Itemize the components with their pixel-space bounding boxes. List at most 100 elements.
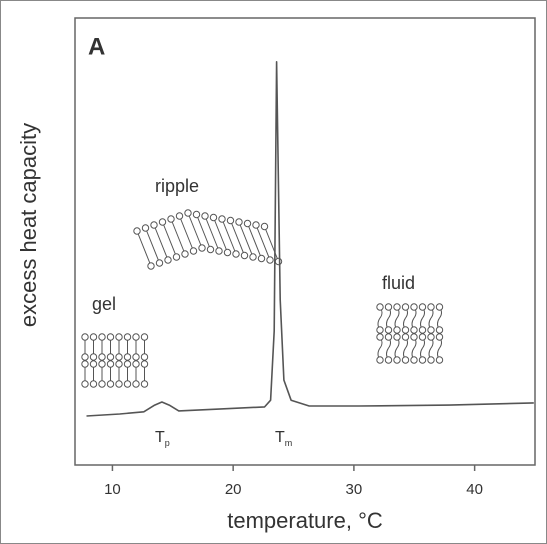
lipid-tail bbox=[403, 306, 408, 331]
lipid-head bbox=[384, 356, 393, 364]
lipid-head bbox=[147, 262, 155, 270]
lipid-tail bbox=[247, 223, 262, 259]
annotation: gel bbox=[92, 294, 116, 314]
lipid-head bbox=[435, 326, 444, 334]
lipid-head bbox=[98, 360, 106, 368]
lipid-tail bbox=[255, 224, 271, 261]
lipid-head bbox=[410, 303, 418, 311]
lipid-head bbox=[393, 326, 401, 334]
lipid-head bbox=[240, 251, 249, 260]
lipid-head bbox=[115, 333, 123, 341]
lipid-head bbox=[164, 256, 172, 264]
lipid-head bbox=[81, 380, 89, 388]
lipid-head bbox=[123, 353, 132, 361]
lipid-head bbox=[384, 333, 393, 341]
lipid-head bbox=[393, 303, 401, 311]
lipid-head bbox=[150, 221, 158, 229]
lipid-head bbox=[115, 360, 123, 368]
x-axis-label: temperature, °C bbox=[227, 508, 383, 533]
lipid-head bbox=[401, 333, 410, 341]
lipid-head bbox=[132, 360, 140, 368]
lipid-tail bbox=[238, 221, 254, 258]
lipid-head bbox=[435, 303, 444, 311]
lipid-tail bbox=[420, 336, 425, 361]
lipid-cartoons bbox=[81, 209, 444, 388]
lipid-head bbox=[98, 353, 106, 361]
lipid-head bbox=[384, 326, 393, 334]
lipid-head bbox=[81, 360, 89, 368]
lipid-head bbox=[140, 380, 149, 388]
lipid-head bbox=[167, 215, 175, 223]
lipid-head bbox=[198, 244, 206, 252]
annotation: Tp bbox=[155, 429, 170, 448]
panel-label: A bbox=[88, 33, 105, 60]
annotation: fluid bbox=[382, 273, 415, 293]
x-tick-label: 20 bbox=[225, 481, 242, 498]
lipid-head bbox=[181, 250, 189, 258]
x-tick-label: 30 bbox=[346, 481, 363, 498]
lipid-head bbox=[223, 248, 232, 257]
lipid-head bbox=[435, 356, 444, 364]
lipid-tail bbox=[411, 306, 417, 331]
lipid-head bbox=[89, 353, 98, 361]
lipid-tail bbox=[213, 217, 228, 253]
lipid-tail bbox=[428, 306, 434, 331]
lipid-head bbox=[141, 224, 150, 232]
annotation-subscript: m bbox=[285, 438, 293, 448]
lipid-head bbox=[89, 360, 98, 368]
lipid-head bbox=[98, 333, 106, 341]
lipid-tail bbox=[179, 215, 194, 252]
annotation: ripple bbox=[155, 176, 199, 196]
lipid-head bbox=[252, 221, 260, 229]
annotation-subscript: p bbox=[165, 438, 170, 448]
x-tick-label: 10 bbox=[104, 481, 121, 498]
lipid-head bbox=[257, 254, 266, 263]
lipid-head bbox=[106, 380, 115, 388]
lipid-head bbox=[115, 353, 123, 361]
lipid-head bbox=[266, 256, 274, 264]
lipid-tail bbox=[377, 336, 383, 361]
lipid-tail bbox=[428, 336, 434, 361]
lipid-head bbox=[201, 212, 209, 220]
plot-area bbox=[74, 17, 536, 466]
lipid-head bbox=[410, 333, 418, 341]
lipid-head bbox=[81, 333, 89, 341]
lipid-head bbox=[410, 356, 418, 364]
lipid-head bbox=[132, 333, 140, 341]
lipid-head bbox=[215, 247, 223, 255]
lipid-tail bbox=[170, 218, 186, 255]
lipid-head bbox=[249, 253, 257, 261]
lipid-tail bbox=[153, 224, 169, 261]
lipid-head bbox=[235, 218, 243, 226]
lipid-tail bbox=[187, 212, 203, 249]
lipid-head bbox=[98, 380, 106, 388]
lipid-tail bbox=[196, 214, 211, 250]
lipid-tail bbox=[411, 336, 417, 361]
lipid-head bbox=[184, 209, 192, 217]
lipid-head bbox=[155, 259, 164, 267]
y-axis-label: excess heat capacity bbox=[16, 123, 41, 327]
lipid-head bbox=[410, 326, 418, 334]
lipid-tail bbox=[386, 306, 391, 331]
lipid-head bbox=[232, 250, 240, 258]
lipid-head bbox=[106, 353, 115, 361]
lipid-head bbox=[140, 360, 149, 368]
lipid-head bbox=[393, 333, 401, 341]
lipid-head bbox=[115, 380, 123, 388]
lipid-head bbox=[81, 353, 89, 361]
lipid-head bbox=[243, 219, 252, 228]
lipid-tail bbox=[386, 336, 391, 361]
lipid-tail bbox=[145, 227, 160, 264]
lipid-head bbox=[89, 380, 98, 388]
lipid-head bbox=[401, 326, 410, 334]
lipid-head bbox=[132, 380, 140, 388]
lipid-head bbox=[427, 333, 435, 341]
lipid-head bbox=[106, 360, 115, 368]
lipid-tail bbox=[437, 336, 442, 361]
lipid-head bbox=[123, 380, 132, 388]
lipid-head bbox=[376, 303, 384, 311]
lipid-head bbox=[132, 353, 140, 361]
lipid-head bbox=[89, 333, 98, 341]
annotation-text: T bbox=[155, 429, 165, 446]
